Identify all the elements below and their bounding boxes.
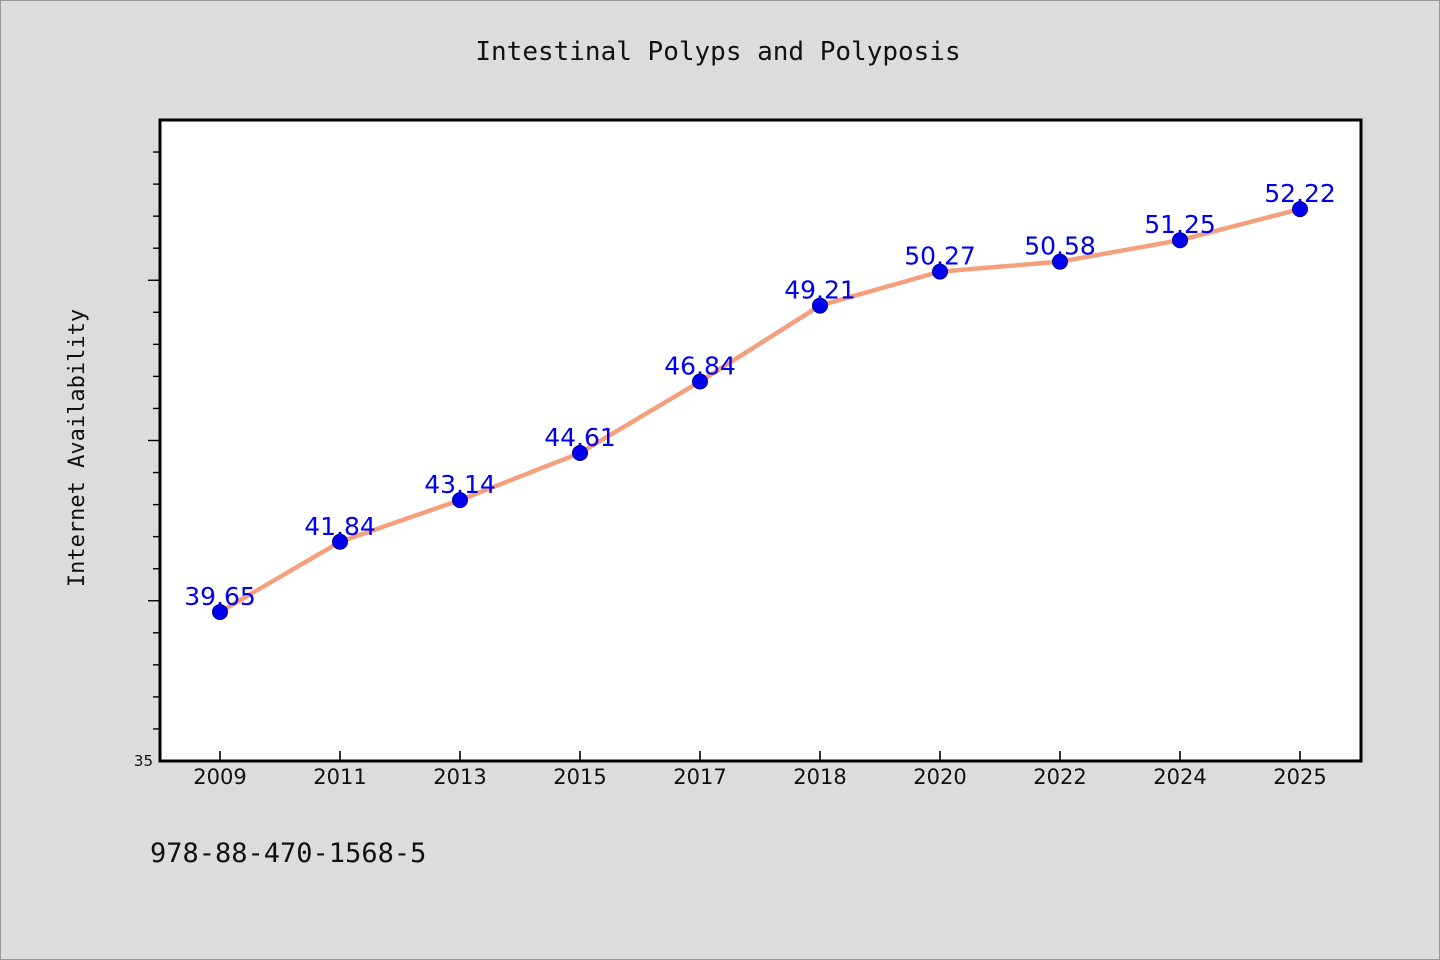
data-point [452,492,468,509]
x-tick-label: 2018 [793,765,846,789]
data-label: 39.65 [184,582,256,611]
data-label: 50.58 [1024,232,1096,261]
data-point [1172,232,1188,249]
series-layer: 39.65 41.84 43.14 44.61 46.84 49.21 50.27 50.58… [184,179,1336,620]
data-label: 43.14 [424,470,496,499]
plot-area [158,118,1363,763]
data-label: 46.84 [664,352,736,381]
data-label: 50.27 [904,242,976,271]
data-point [932,263,948,280]
data-label: 52.22 [1264,179,1336,208]
x-tick-label: 2025 [1273,765,1326,789]
series-line [217,206,1303,615]
data-label: 49.21 [784,276,856,305]
y-axis-label: Internet Availability [65,309,90,587]
data-point [1292,201,1308,218]
data-label: 51.25 [1144,210,1216,239]
x-tick-label: 2011 [313,765,366,789]
x-tick-label: 2015 [553,765,606,789]
footnote: 978-88-470-1568-5 [150,838,426,869]
x-tick-label: 2020 [913,765,966,789]
x-tick-label: 2009 [193,765,246,789]
y-tick-label: 35 [134,752,153,770]
data-point [572,444,588,461]
data-label: 44.61 [544,423,616,452]
data-point [1052,253,1068,270]
x-axis-ticks: 2009 2011 2013 2015 2017 2018 2020 2022 2024 2025 [193,751,1327,789]
x-tick-label: 2024 [1153,765,1206,789]
x-tick-label: 2022 [1033,765,1086,789]
data-point [212,603,228,620]
data-point [332,533,348,550]
x-tick-label: 2013 [433,765,486,789]
y-axis-ticks: 35 [134,151,160,770]
chart-title: Intestinal Polyps and Polyposis [475,37,960,67]
data-point [812,297,828,314]
x-tick-label: 2017 [673,765,726,789]
data-label: 41.84 [304,512,376,541]
data-point [692,373,708,390]
